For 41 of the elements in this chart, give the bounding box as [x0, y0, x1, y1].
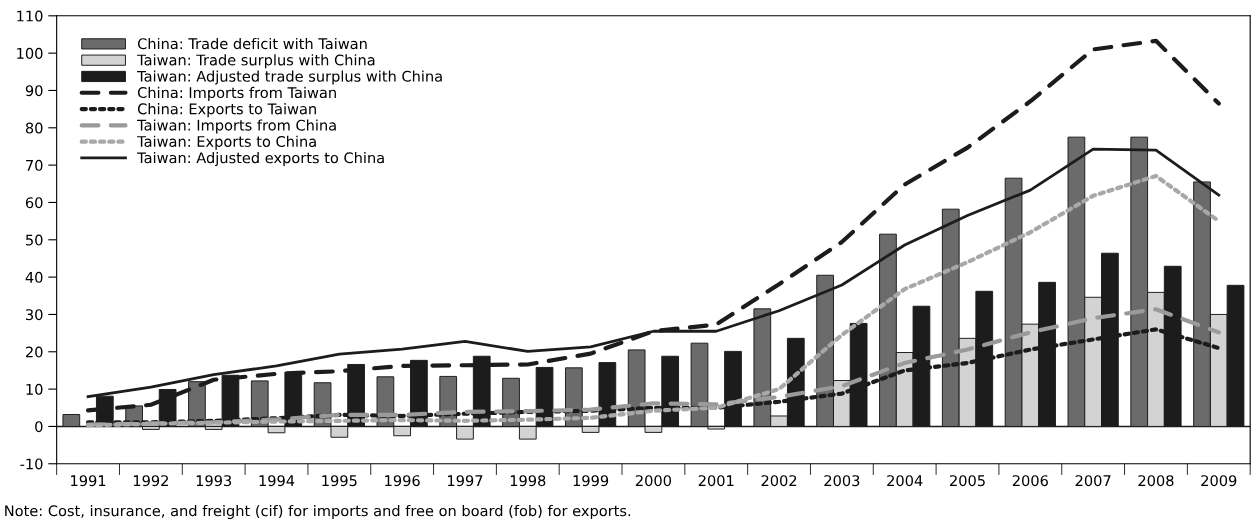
- y-tick-label: 10: [26, 383, 43, 395]
- legend-label: Taiwan: Adjusted exports to China: [137, 152, 384, 167]
- y-tick-label: 80: [25, 122, 43, 134]
- y-tick-label: -10: [20, 458, 43, 470]
- y-tick-label: 40: [25, 271, 43, 283]
- y-tick-label: 90: [25, 85, 43, 97]
- legend-label: Taiwan: Adjusted trade surplus with China: [137, 70, 442, 85]
- y-tick-label: 50: [26, 234, 43, 246]
- x-tick-label: 2000: [635, 475, 672, 487]
- text: Note: Cost, insurance, and freight (cif) for imports and free on board (fob) for exports.: [5, 504, 631, 520]
- x-tick-label: 2001: [698, 475, 734, 487]
- x-tick-label: 2002: [761, 475, 797, 487]
- y-tick-label: 0: [35, 421, 43, 433]
- x-tick-label: 2003: [824, 475, 860, 487]
- y-tick-label: 20: [25, 346, 43, 358]
- y-tick-label: 70: [26, 159, 43, 171]
- x-tick-label: 1991: [71, 475, 106, 487]
- x-tick-label: 1993: [196, 475, 232, 487]
- x-tick-label: 2008: [1138, 475, 1174, 487]
- x-tick-label: 2009: [1201, 475, 1237, 487]
- y-tick-label: 60: [25, 197, 43, 209]
- x-tick-label: 1992: [133, 475, 168, 487]
- y-tick-label: 100: [17, 47, 43, 59]
- legend-label: Taiwan: Exports to China: [137, 135, 316, 150]
- y-tick-label: 30: [26, 309, 43, 321]
- x-tick-label: 1995: [322, 475, 357, 487]
- y-tick-label: 110: [17, 10, 43, 22]
- legend-label: China: Trade deficit with Taiwan: [137, 37, 367, 50]
- x-tick-label: 2006: [1012, 475, 1048, 487]
- x-tick-label: 1996: [385, 475, 420, 487]
- x-tick-label: 1994: [259, 475, 295, 487]
- legend-label: China: Imports from Taiwan: [137, 86, 336, 101]
- legend-label: Taiwan: Trade surplus with China: [137, 54, 375, 69]
- x-tick-label: 1999: [573, 475, 609, 487]
- x-tick-label: 2004: [887, 475, 923, 487]
- x-tick-label: 2005: [950, 475, 985, 487]
- legend-label: China: Exports to Taiwan: [137, 103, 316, 118]
- legend-label: Taiwan: Imports from China: [137, 119, 336, 134]
- x-tick-label: 1997: [448, 475, 483, 487]
- x-tick-label: 1998: [510, 475, 546, 487]
- x-tick-label: 2007: [1075, 475, 1111, 487]
